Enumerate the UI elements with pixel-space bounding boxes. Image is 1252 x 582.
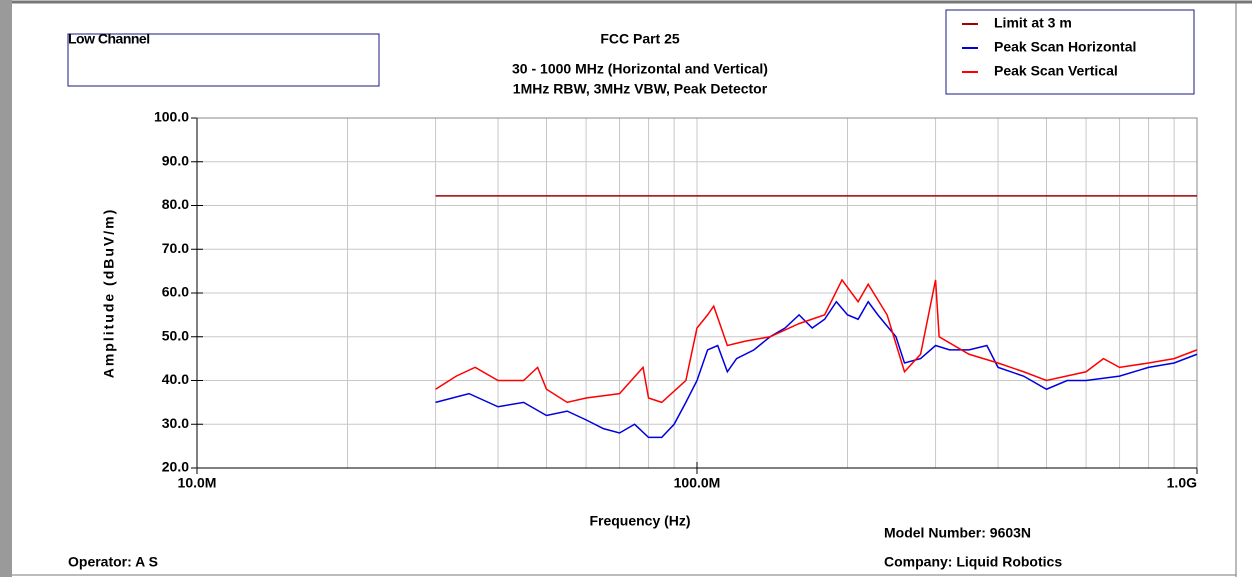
chart-title: FCC Part 25 bbox=[600, 31, 680, 47]
x-tick-label: 10.0M bbox=[178, 475, 217, 491]
y-tick-label: 70.0 bbox=[162, 240, 189, 256]
y-tick-label: 100.0 bbox=[154, 109, 189, 125]
frame-strip bbox=[0, 0, 12, 577]
company: Company: Liquid Robotics bbox=[884, 554, 1062, 570]
legend-label: Limit at 3 m bbox=[994, 15, 1072, 31]
x-axis-label: Frequency (Hz) bbox=[589, 513, 690, 529]
box-label: Low Channel bbox=[68, 31, 150, 47]
y-tick-label: 90.0 bbox=[162, 152, 189, 168]
y-tick-label: 30.0 bbox=[162, 415, 189, 431]
x-tick-label: 1.0G bbox=[1167, 475, 1197, 491]
y-tick-label: 50.0 bbox=[162, 327, 189, 343]
operator: Operator: A S bbox=[68, 554, 158, 570]
y-tick-label: 80.0 bbox=[162, 196, 189, 212]
legend-box bbox=[945, 9, 1195, 95]
legend-label: Peak Scan Horizontal bbox=[994, 39, 1136, 55]
frame-panel bbox=[12, 0, 1252, 577]
y-axis-label: Amplitude (dBuV/m) bbox=[101, 208, 117, 379]
model-number: Model Number: 9603N bbox=[884, 525, 1031, 541]
x-tick-label: 100.0M bbox=[674, 475, 721, 491]
y-tick-label: 20.0 bbox=[162, 459, 189, 475]
y-tick-label: 60.0 bbox=[162, 284, 189, 300]
y-tick-label: 40.0 bbox=[162, 371, 189, 387]
legend-label: Peak Scan Vertical bbox=[994, 63, 1118, 79]
chart-subtitle: 30 - 1000 MHz (Horizontal and Vertical) bbox=[512, 61, 768, 77]
chart-subtitle: 1MHz RBW, 3MHz VBW, Peak Detector bbox=[513, 81, 768, 97]
series-line bbox=[435, 278, 1198, 404]
label-box bbox=[67, 33, 380, 87]
